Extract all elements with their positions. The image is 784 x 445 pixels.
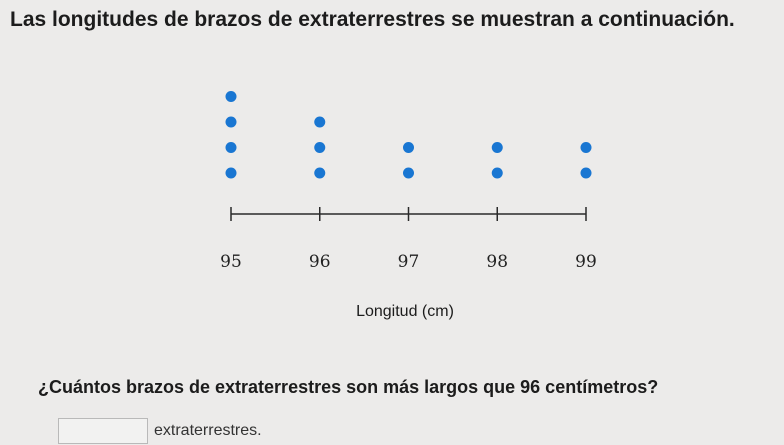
data-dot xyxy=(314,142,326,153)
data-dot xyxy=(314,116,326,128)
tick-label: 99 xyxy=(575,252,597,272)
x-axis-label: Longitud (cm) xyxy=(356,303,454,320)
data-dot xyxy=(225,91,237,102)
answer-row: extraterrestres. xyxy=(58,418,262,444)
data-dot xyxy=(580,142,592,153)
data-dot xyxy=(403,167,414,179)
data-dot xyxy=(225,142,237,153)
data-dot xyxy=(225,116,237,128)
dot-plot: 95 96 97 98 99 xyxy=(220,91,597,272)
tick-label: 98 xyxy=(486,252,508,272)
data-dot xyxy=(403,142,414,153)
data-dot xyxy=(491,167,503,179)
tick-label: 96 xyxy=(309,252,331,272)
question-text: ¿Cuántos brazos de extraterrestres son m… xyxy=(38,377,659,397)
data-dot xyxy=(225,167,237,179)
number-line: 95 96 97 98 99 xyxy=(220,207,597,272)
data-dot xyxy=(491,142,503,153)
problem-prompt: Las longitudes de brazos de extraterrest… xyxy=(10,8,735,31)
answer-input[interactable] xyxy=(58,418,148,444)
tick-label: 97 xyxy=(398,252,420,272)
tick-label: 95 xyxy=(220,252,242,272)
dots xyxy=(225,91,592,179)
answer-suffix: extraterrestres. xyxy=(154,422,262,439)
data-dot xyxy=(314,167,326,179)
data-dot xyxy=(580,167,592,179)
